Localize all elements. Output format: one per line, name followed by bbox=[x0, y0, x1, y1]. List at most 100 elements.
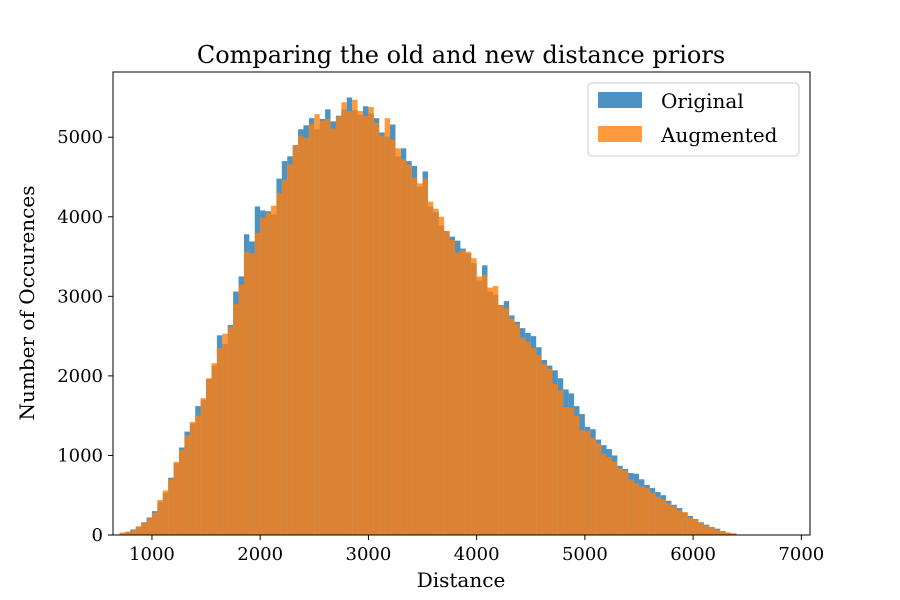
bar-augmented-9 bbox=[168, 479, 174, 535]
bar-augmented-109 bbox=[709, 527, 715, 535]
bar-augmented-84 bbox=[574, 415, 580, 535]
bar-augmented-55 bbox=[417, 183, 423, 535]
bar-augmented-69 bbox=[492, 286, 499, 535]
bar-augmented-80 bbox=[552, 383, 558, 535]
bar-augmented-32 bbox=[292, 145, 299, 536]
legend-swatch-augmented bbox=[598, 126, 642, 142]
chart-title: Comparing the old and new distance prior… bbox=[197, 41, 725, 69]
bar-augmented-66 bbox=[476, 276, 483, 535]
bar-augmented-107 bbox=[698, 523, 704, 535]
bar-augmented-18 bbox=[216, 348, 223, 535]
legend: Original Augmented bbox=[587, 82, 800, 157]
bar-augmented-77 bbox=[536, 355, 542, 535]
x-axis-title: Distance bbox=[417, 568, 506, 592]
bar-augmented-103 bbox=[676, 510, 683, 535]
bar-augmented-106 bbox=[693, 519, 699, 535]
bar-augmented-95 bbox=[633, 483, 639, 535]
bar-augmented-34 bbox=[303, 138, 309, 535]
bar-augmented-81 bbox=[557, 390, 564, 535]
bar-augmented-74 bbox=[519, 337, 526, 535]
bar-augmented-12 bbox=[184, 435, 190, 535]
bar-augmented-21 bbox=[233, 304, 239, 535]
bar-augmented-100 bbox=[660, 499, 667, 535]
bar-augmented-78 bbox=[541, 363, 547, 535]
y-tick-label-0: 0 bbox=[92, 525, 103, 546]
bar-augmented-1 bbox=[124, 531, 131, 535]
bar-augmented-89 bbox=[601, 453, 607, 535]
x-tick-label-2000: 2000 bbox=[237, 544, 283, 565]
bar-augmented-42 bbox=[346, 110, 353, 535]
bar-augmented-64 bbox=[465, 251, 472, 536]
bar-augmented-63 bbox=[460, 250, 466, 535]
bar-augmented-92 bbox=[617, 468, 623, 535]
x-tick-label-6000: 6000 bbox=[670, 544, 716, 565]
bar-augmented-16 bbox=[206, 378, 212, 535]
bar-augmented-113 bbox=[730, 533, 737, 535]
bar-augmented-50 bbox=[390, 139, 396, 535]
bar-augmented-5 bbox=[146, 518, 152, 535]
bar-augmented-47 bbox=[373, 122, 380, 535]
bar-augmented-24 bbox=[249, 253, 255, 535]
bar-augmented-112 bbox=[725, 532, 731, 535]
bar-augmented-58 bbox=[433, 208, 439, 535]
bar-augmented-38 bbox=[325, 118, 331, 535]
bar-augmented-0 bbox=[119, 532, 125, 535]
series-augmented-bars bbox=[119, 99, 737, 536]
bar-augmented-90 bbox=[606, 457, 612, 535]
bar-augmented-98 bbox=[649, 492, 656, 535]
bar-augmented-4 bbox=[141, 523, 147, 535]
bar-augmented-71 bbox=[503, 308, 510, 535]
bar-augmented-11 bbox=[179, 449, 185, 535]
bar-augmented-75 bbox=[525, 341, 531, 535]
bar-augmented-45 bbox=[363, 115, 369, 535]
bar-augmented-70 bbox=[498, 305, 504, 535]
bar-augmented-46 bbox=[368, 107, 374, 535]
bar-augmented-88 bbox=[595, 443, 602, 535]
bar-augmented-26 bbox=[260, 217, 266, 535]
bar-augmented-85 bbox=[579, 429, 585, 535]
y-tick-label-3000: 3000 bbox=[57, 286, 103, 307]
bar-augmented-57 bbox=[427, 201, 434, 536]
bar-augmented-83 bbox=[568, 407, 575, 535]
bar-augmented-8 bbox=[162, 490, 169, 535]
legend-label-original: Original bbox=[661, 89, 744, 113]
bar-augmented-79 bbox=[547, 368, 553, 535]
bar-augmented-35 bbox=[308, 123, 315, 536]
bar-augmented-68 bbox=[487, 287, 493, 535]
bar-augmented-41 bbox=[341, 102, 347, 535]
plot-frame bbox=[112, 71, 811, 536]
y-tick-label-2000: 2000 bbox=[57, 366, 103, 387]
bar-augmented-3 bbox=[135, 526, 142, 535]
bar-augmented-99 bbox=[655, 496, 661, 535]
bar-augmented-96 bbox=[639, 486, 645, 535]
bar-augmented-61 bbox=[449, 239, 455, 536]
y-tick-label-1000: 1000 bbox=[57, 445, 103, 466]
x-tick-label-7000: 7000 bbox=[778, 544, 824, 565]
bar-augmented-13 bbox=[189, 422, 196, 535]
bar-augmented-108 bbox=[703, 525, 710, 535]
bar-augmented-59 bbox=[438, 216, 445, 536]
bar-augmented-40 bbox=[335, 116, 342, 536]
bar-augmented-29 bbox=[276, 192, 282, 536]
bar-augmented-27 bbox=[265, 212, 272, 535]
bar-augmented-49 bbox=[384, 118, 391, 535]
bar-augmented-54 bbox=[411, 177, 418, 535]
bar-augmented-56 bbox=[422, 178, 428, 535]
y-tick-label-4000: 4000 bbox=[57, 207, 103, 228]
bar-augmented-14 bbox=[195, 415, 201, 535]
x-tick-label-1000: 1000 bbox=[129, 544, 175, 565]
bar-augmented-104 bbox=[682, 511, 688, 535]
bar-augmented-52 bbox=[400, 159, 407, 535]
bar-augmented-36 bbox=[314, 114, 320, 535]
bar-augmented-23 bbox=[243, 251, 250, 536]
x-tick-label-4000: 4000 bbox=[454, 544, 500, 565]
x-tick-label-5000: 5000 bbox=[562, 544, 608, 565]
bar-augmented-82 bbox=[563, 406, 569, 535]
bar-augmented-91 bbox=[611, 461, 618, 535]
bar-augmented-43 bbox=[352, 99, 358, 535]
bar-augmented-102 bbox=[671, 506, 677, 535]
y-axis-title: Number of Occurences bbox=[15, 186, 39, 421]
bar-augmented-86 bbox=[584, 430, 591, 535]
bar-augmented-25 bbox=[254, 232, 261, 535]
